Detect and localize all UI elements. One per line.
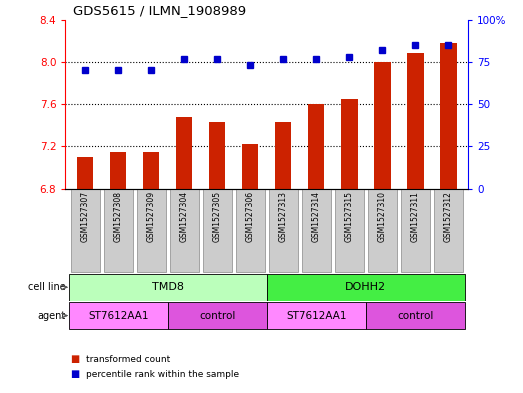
Bar — [374, 62, 391, 189]
Bar — [341, 99, 358, 189]
Text: TMD8: TMD8 — [152, 282, 184, 292]
Text: GSM1527305: GSM1527305 — [213, 191, 222, 242]
Bar — [209, 122, 225, 189]
FancyBboxPatch shape — [434, 189, 463, 272]
Text: DOHH2: DOHH2 — [345, 282, 386, 292]
Text: ST7612AA1: ST7612AA1 — [286, 310, 347, 321]
Bar — [176, 117, 192, 189]
Text: cell line: cell line — [28, 282, 66, 292]
FancyBboxPatch shape — [302, 189, 331, 272]
Bar — [407, 53, 424, 189]
FancyBboxPatch shape — [69, 302, 168, 329]
Bar — [77, 157, 94, 189]
Text: agent: agent — [38, 310, 66, 321]
Bar — [242, 144, 258, 189]
FancyBboxPatch shape — [366, 302, 465, 329]
FancyBboxPatch shape — [69, 274, 267, 301]
FancyBboxPatch shape — [137, 189, 166, 272]
FancyBboxPatch shape — [169, 189, 199, 272]
Bar — [110, 152, 127, 189]
Bar — [275, 122, 291, 189]
Text: ■: ■ — [71, 354, 80, 364]
Text: ■: ■ — [71, 369, 80, 379]
Text: GDS5615 / ILMN_1908989: GDS5615 / ILMN_1908989 — [73, 4, 246, 17]
FancyBboxPatch shape — [401, 189, 430, 272]
Text: GSM1527309: GSM1527309 — [146, 191, 156, 242]
Text: GSM1527315: GSM1527315 — [345, 191, 354, 242]
Bar — [308, 104, 324, 189]
Text: ST7612AA1: ST7612AA1 — [88, 310, 149, 321]
FancyBboxPatch shape — [267, 274, 465, 301]
Text: GSM1527304: GSM1527304 — [180, 191, 189, 242]
Text: percentile rank within the sample: percentile rank within the sample — [86, 370, 240, 379]
Text: GSM1527311: GSM1527311 — [411, 191, 420, 242]
Text: control: control — [199, 310, 235, 321]
Bar — [143, 152, 160, 189]
FancyBboxPatch shape — [269, 189, 298, 272]
FancyBboxPatch shape — [203, 189, 232, 272]
FancyBboxPatch shape — [168, 302, 267, 329]
Bar — [440, 43, 457, 189]
FancyBboxPatch shape — [71, 189, 100, 272]
FancyBboxPatch shape — [267, 302, 366, 329]
FancyBboxPatch shape — [236, 189, 265, 272]
Text: GSM1527314: GSM1527314 — [312, 191, 321, 242]
Text: GSM1527306: GSM1527306 — [246, 191, 255, 242]
Text: control: control — [397, 310, 434, 321]
Text: GSM1527308: GSM1527308 — [113, 191, 123, 242]
Text: GSM1527307: GSM1527307 — [81, 191, 89, 242]
FancyBboxPatch shape — [335, 189, 364, 272]
Text: GSM1527312: GSM1527312 — [444, 191, 453, 242]
FancyBboxPatch shape — [104, 189, 133, 272]
Text: transformed count: transformed count — [86, 354, 170, 364]
Text: GSM1527313: GSM1527313 — [279, 191, 288, 242]
FancyBboxPatch shape — [368, 189, 397, 272]
Text: GSM1527310: GSM1527310 — [378, 191, 387, 242]
